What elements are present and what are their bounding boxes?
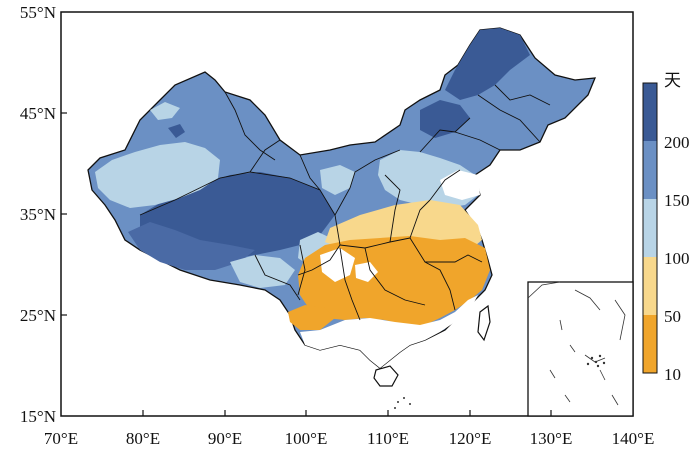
colorbar-tick-150: 150 bbox=[664, 191, 690, 210]
lat-tick-55: 55°N bbox=[20, 3, 56, 22]
colorbar-bin-10-50 bbox=[643, 315, 657, 373]
colorbar-bin-50-100 bbox=[643, 257, 657, 315]
lon-tick-100: 100°E bbox=[285, 429, 328, 448]
lon-tick-80: 80°E bbox=[126, 429, 160, 448]
colorbar-tick-10: 10 bbox=[664, 365, 681, 384]
inset-dots bbox=[586, 354, 606, 368]
south-china-sea-inset bbox=[527, 281, 634, 417]
region-dark-blue-northeast bbox=[445, 28, 530, 100]
colorbar-tick-100: 100 bbox=[664, 249, 690, 268]
colorbar-bin-100-150 bbox=[643, 199, 657, 257]
colorbar-tick-50: 50 bbox=[664, 307, 681, 326]
lon-tick-90: 90°E bbox=[208, 429, 242, 448]
region-dark-blue-inner-mongolia bbox=[420, 100, 470, 138]
region-orange-southwest bbox=[288, 305, 335, 330]
lon-tick-labels: 70°E 80°E 90°E 100°E 110°E 120°E 130°E 1… bbox=[44, 429, 654, 448]
region-light-blue-gansu bbox=[320, 165, 355, 195]
lat-tick-35: 35°N bbox=[20, 205, 56, 224]
small-islands bbox=[394, 397, 411, 409]
region-dark-blue-west bbox=[128, 222, 255, 270]
colorbar-unit-label: 天 bbox=[664, 71, 681, 91]
region-light-blue-tarim bbox=[95, 142, 220, 208]
axis-ticks bbox=[61, 112, 552, 416]
colorbar-frame bbox=[642, 82, 658, 374]
lat-tick-45: 45°N bbox=[20, 104, 56, 123]
colorbar-tick-200: 200 bbox=[664, 133, 690, 152]
lon-tick-120: 120°E bbox=[449, 429, 492, 448]
lon-tick-110: 110°E bbox=[367, 429, 409, 448]
region-dark-blue-xinjiang-spot bbox=[168, 124, 185, 138]
region-white-south-coast bbox=[300, 295, 478, 368]
lon-tick-140: 140°E bbox=[612, 429, 655, 448]
region-white-shandong bbox=[440, 170, 480, 200]
region-white-sichuan-basin bbox=[320, 248, 355, 282]
region-white-guizhou bbox=[355, 262, 378, 282]
lat-tick-15: 15°N bbox=[20, 407, 56, 426]
colorbar-bin-200-250 bbox=[643, 83, 657, 141]
lat-tick-labels: 55°N 45°N 35°N 25°N 15°N bbox=[20, 3, 56, 426]
province-borders bbox=[139, 84, 551, 321]
colorbar-legend: 天 200 150 100 50 10 bbox=[642, 71, 690, 384]
region-light-blue-yunnan bbox=[230, 255, 295, 288]
taiwan-island bbox=[477, 304, 491, 342]
colorbar-bin-150-200 bbox=[643, 141, 657, 199]
region-light-yellow-band bbox=[325, 200, 482, 250]
region-light-blue-north-xinjiang bbox=[150, 102, 180, 120]
hainan-island bbox=[373, 365, 399, 387]
lon-tick-130: 130°E bbox=[530, 429, 573, 448]
lat-tick-25: 25°N bbox=[20, 306, 56, 325]
lon-tick-70: 70°E bbox=[44, 429, 78, 448]
